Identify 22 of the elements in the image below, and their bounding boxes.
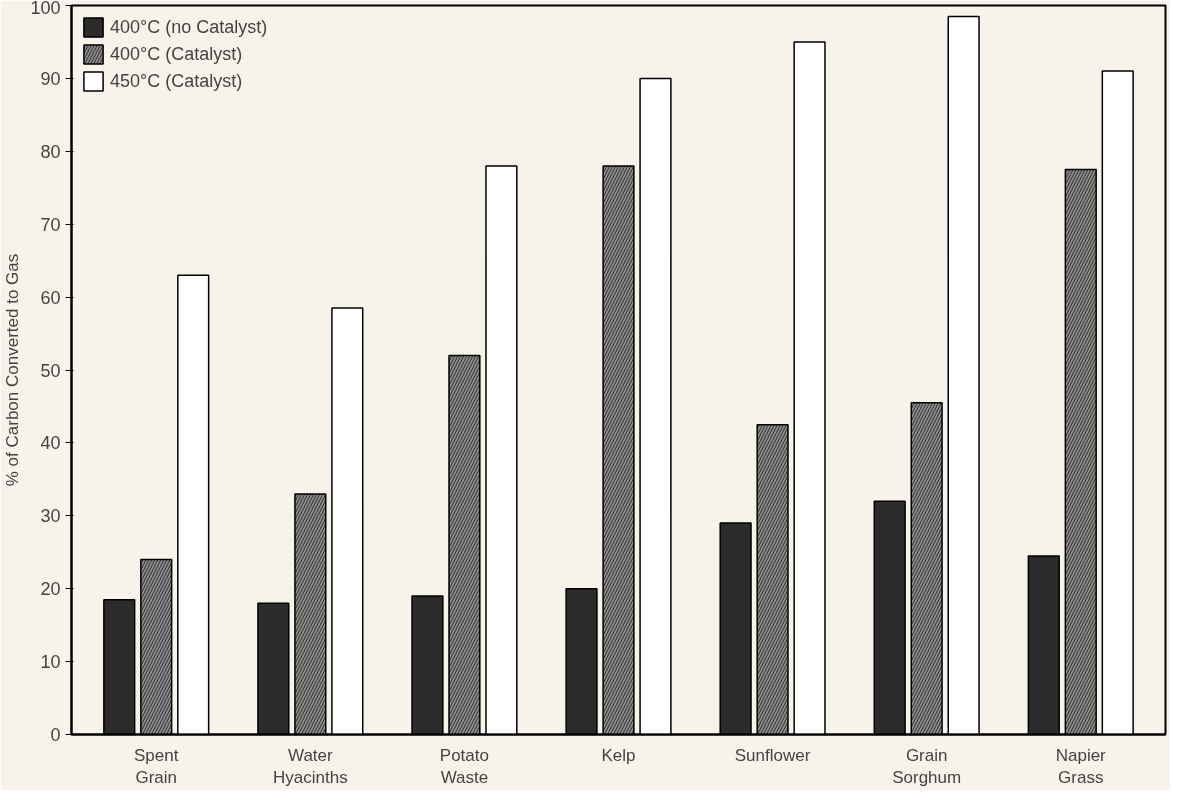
y-tick-label: 80 — [40, 141, 61, 162]
x-tick-label: Potato Waste — [439, 745, 489, 788]
legend-label: 400°C (no Catalyst) — [110, 16, 268, 38]
y-tick-label: 10 — [40, 652, 61, 673]
y-tick-label: 30 — [40, 506, 61, 527]
y-tick-label: 70 — [40, 214, 61, 235]
y-tick-label: 50 — [40, 360, 61, 381]
x-tick-label: Napier Grass — [1055, 745, 1107, 788]
y-axis-title: % of Carbon Converted to Gas — [3, 253, 23, 487]
y-tick-label: 60 — [40, 287, 61, 308]
x-tick-label: Sunflower — [734, 745, 811, 765]
y-tick-label: 20 — [40, 579, 61, 600]
y-tick-label: 0 — [50, 725, 61, 745]
y-tick-label: 100 — [30, 0, 61, 18]
y-tick-label: 90 — [40, 68, 61, 89]
x-tick-label: Spent Grain — [134, 745, 179, 788]
legend-label: 450°C (Catalyst) — [110, 70, 243, 92]
x-tick-label: Kelp — [601, 745, 636, 765]
x-tick-label: Water Hyacinths — [273, 745, 348, 788]
legend-label: 400°C (Catalyst) — [110, 43, 243, 65]
y-tick-label: 40 — [40, 433, 61, 454]
x-tick-label: Grain Sorghum — [892, 745, 962, 788]
